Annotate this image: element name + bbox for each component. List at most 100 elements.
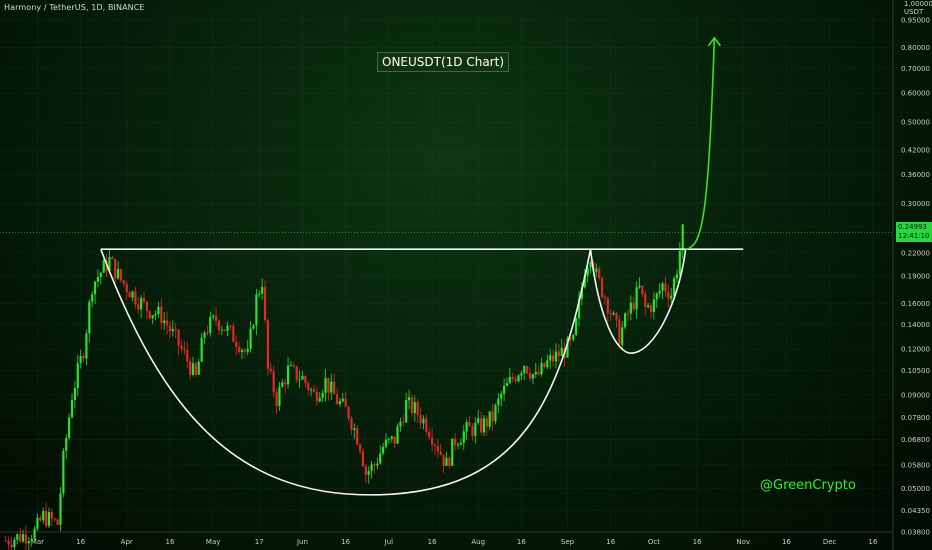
candle-body bbox=[353, 428, 356, 430]
candle-body bbox=[36, 517, 39, 529]
candle-body bbox=[266, 319, 269, 369]
candle-body bbox=[402, 421, 405, 423]
candle-body bbox=[382, 446, 385, 454]
candle-body bbox=[514, 378, 517, 382]
candle-body bbox=[433, 445, 437, 447]
current-price-tag: 0.24993 12:41:10 bbox=[896, 222, 932, 243]
x-tick-label: Jun bbox=[296, 538, 308, 546]
chart-title: ONEUSDT(1D Chart) bbox=[377, 52, 510, 72]
candle-body bbox=[96, 277, 100, 282]
candle-body bbox=[658, 290, 661, 294]
candle-body bbox=[482, 418, 486, 433]
candle-body bbox=[24, 534, 28, 544]
candle-body bbox=[122, 280, 125, 284]
candle-body bbox=[203, 332, 206, 338]
candle-body bbox=[626, 313, 630, 315]
candle-body bbox=[341, 398, 344, 402]
countdown-timer: 12:41:10 bbox=[898, 232, 930, 241]
candle-body bbox=[358, 444, 362, 452]
candle-body bbox=[652, 299, 656, 313]
candle-body bbox=[618, 319, 621, 345]
candle-body bbox=[600, 277, 604, 298]
candle-body bbox=[379, 453, 382, 464]
candle-body bbox=[661, 283, 664, 291]
candle-body bbox=[384, 439, 388, 447]
candle-body bbox=[154, 314, 157, 316]
candle-body bbox=[451, 438, 454, 466]
candle-body bbox=[117, 269, 120, 279]
candle-body bbox=[10, 544, 13, 548]
projection-curve bbox=[685, 37, 716, 250]
candle-body bbox=[436, 445, 439, 452]
candle-body bbox=[39, 517, 42, 521]
cup-curve bbox=[100, 248, 592, 496]
candle-body bbox=[327, 378, 330, 393]
candle-body bbox=[42, 510, 45, 521]
candle-body bbox=[148, 311, 151, 319]
candle-body bbox=[350, 418, 353, 430]
candle-body bbox=[517, 375, 520, 382]
candle-body bbox=[364, 466, 367, 475]
candle-body bbox=[301, 375, 304, 380]
candle-body bbox=[16, 534, 19, 540]
candle-body bbox=[442, 454, 445, 466]
y-tick-label: 0.05800 bbox=[901, 461, 930, 469]
x-tick-label: Nov bbox=[736, 538, 750, 546]
candle-body bbox=[137, 304, 140, 310]
x-tick-label: Mar bbox=[31, 538, 44, 546]
candle-body bbox=[603, 297, 607, 299]
candle-body bbox=[575, 318, 578, 335]
candle-body bbox=[249, 328, 252, 349]
candle-body bbox=[572, 334, 575, 340]
candle-body bbox=[598, 268, 601, 278]
candle-body bbox=[214, 315, 218, 321]
candle-body bbox=[307, 383, 310, 391]
candle-body bbox=[338, 401, 342, 404]
candle-body bbox=[174, 328, 177, 330]
candle-body bbox=[393, 436, 396, 444]
candle-body bbox=[168, 325, 172, 332]
candle-body bbox=[508, 376, 511, 383]
candle-body bbox=[396, 426, 399, 444]
candle-body bbox=[540, 362, 543, 375]
candle-body bbox=[641, 285, 644, 295]
candle-body bbox=[119, 269, 123, 281]
candle-body bbox=[655, 293, 658, 300]
candle-body bbox=[595, 268, 598, 272]
candle-body bbox=[387, 438, 390, 440]
candle-body bbox=[62, 450, 65, 494]
x-tick-label: Aug bbox=[471, 538, 485, 546]
y-tick-label: 0.19000 bbox=[901, 273, 930, 281]
y-tick-label: 0.06800 bbox=[901, 436, 930, 444]
candle-body bbox=[566, 338, 569, 358]
candle-body bbox=[53, 518, 56, 520]
price-axis-unit: 1.00000 USDT bbox=[904, 0, 932, 16]
candle-body bbox=[47, 512, 51, 526]
candle-body bbox=[554, 351, 558, 362]
candle-body bbox=[186, 350, 189, 362]
candle-body bbox=[140, 298, 143, 310]
candle-body bbox=[59, 493, 62, 525]
candle-body bbox=[304, 375, 307, 384]
y-tick-label: 0.95000 bbox=[901, 17, 930, 25]
candle-body bbox=[678, 250, 681, 275]
candle-body bbox=[407, 397, 411, 401]
y-tick-label: 0.80000 bbox=[901, 44, 930, 52]
y-tick-label: 0.42000 bbox=[901, 146, 930, 154]
candle-body bbox=[160, 306, 163, 324]
axis-top-label: 1.00000 bbox=[904, 0, 932, 8]
candle-body bbox=[390, 436, 393, 439]
candle-body bbox=[560, 347, 563, 357]
candle-body bbox=[474, 422, 477, 436]
candle-body bbox=[229, 325, 232, 327]
candle-body bbox=[33, 528, 36, 539]
candle-body bbox=[456, 444, 460, 446]
candle-body bbox=[286, 365, 290, 385]
candle-body bbox=[459, 442, 463, 445]
candle-body bbox=[664, 283, 667, 292]
candle-body bbox=[416, 402, 419, 415]
candle-body bbox=[281, 382, 284, 387]
x-tick-label: 16 bbox=[868, 538, 877, 546]
candle-body bbox=[500, 393, 503, 399]
